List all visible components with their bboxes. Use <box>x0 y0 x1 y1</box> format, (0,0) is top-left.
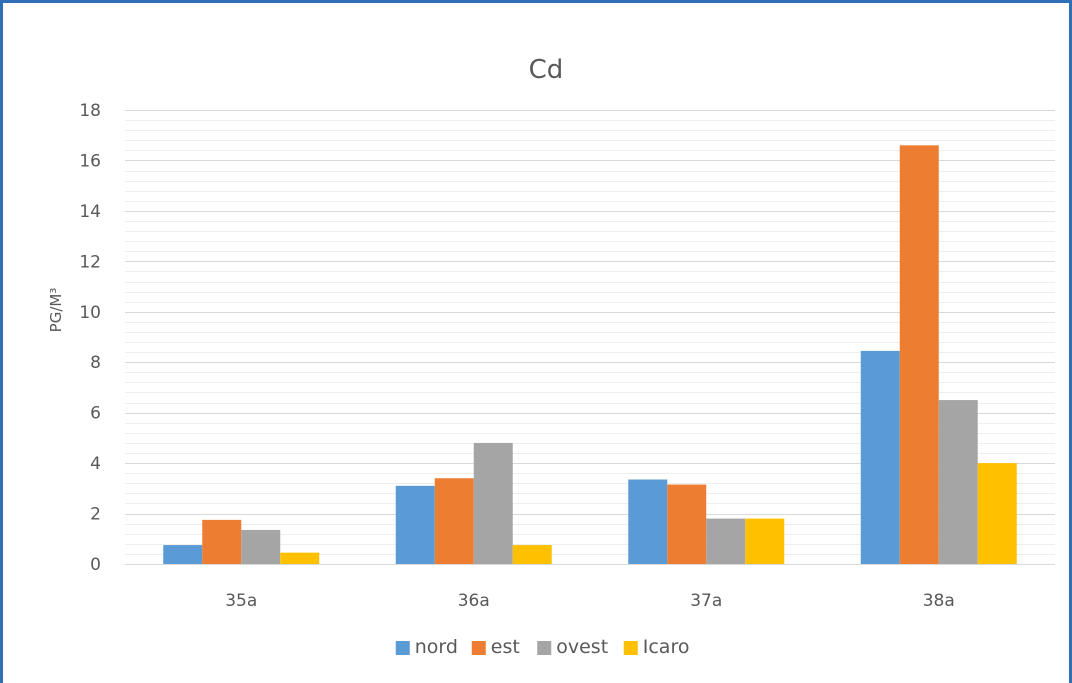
bar-nord-36a <box>395 485 435 564</box>
legend-swatch-ovest <box>537 641 552 655</box>
y-tick-label: 10 <box>79 303 101 323</box>
x-tick-labels: 35a 36a 37a 38a <box>225 591 955 611</box>
bar-ovest-38a <box>938 400 978 564</box>
bar-nord-37a <box>628 479 668 564</box>
bar-est-35a <box>202 519 242 564</box>
y-tick-label: 0 <box>90 555 101 575</box>
y-tick-label: 2 <box>90 505 101 525</box>
bar-icaro-36a <box>512 545 552 564</box>
bar-ovest-37a <box>706 518 746 564</box>
x-tick-label: 35a <box>225 591 257 611</box>
legend-label-est: est <box>491 636 520 658</box>
x-tick-label: 37a <box>690 591 722 611</box>
legend-swatch-est <box>471 641 486 655</box>
bar-nord-38a <box>860 350 900 564</box>
bar-ovest-36a <box>473 442 513 564</box>
bar-nord-35a <box>163 545 203 564</box>
legend-swatch-icaro <box>623 641 638 655</box>
y-tick-label: 12 <box>79 252 101 272</box>
y-tick-label: 4 <box>90 454 101 474</box>
bar-icaro-37a <box>745 518 785 564</box>
bar-ovest-35a <box>241 529 281 564</box>
x-tick-label: 36a <box>458 591 490 611</box>
y-tick-labels: 0 2 4 6 8 10 12 14 16 18 <box>79 101 101 575</box>
bar-est-36a <box>434 478 474 564</box>
y-tick-label: 8 <box>90 353 101 373</box>
bar-icaro-35a <box>280 552 320 564</box>
y-axis-label: PG/M³ <box>47 288 65 333</box>
bar-est-37a <box>667 484 707 564</box>
legend-swatch-nord <box>395 641 410 655</box>
bars <box>163 145 1017 565</box>
legend: nord est ovest Icaro <box>395 636 690 658</box>
y-tick-label: 16 <box>79 151 101 171</box>
x-tick-label: 38a <box>923 591 955 611</box>
legend-label-nord: nord <box>415 636 458 658</box>
bar-icaro-38a <box>977 463 1017 564</box>
bar-est-38a <box>899 145 939 565</box>
y-tick-label: 18 <box>79 101 101 121</box>
chart-title: Cd <box>529 55 564 85</box>
y-tick-label: 6 <box>90 404 101 424</box>
legend-label-icaro: Icaro <box>643 636 690 658</box>
legend-label-ovest: ovest <box>556 636 608 658</box>
y-tick-label: 14 <box>79 202 101 222</box>
